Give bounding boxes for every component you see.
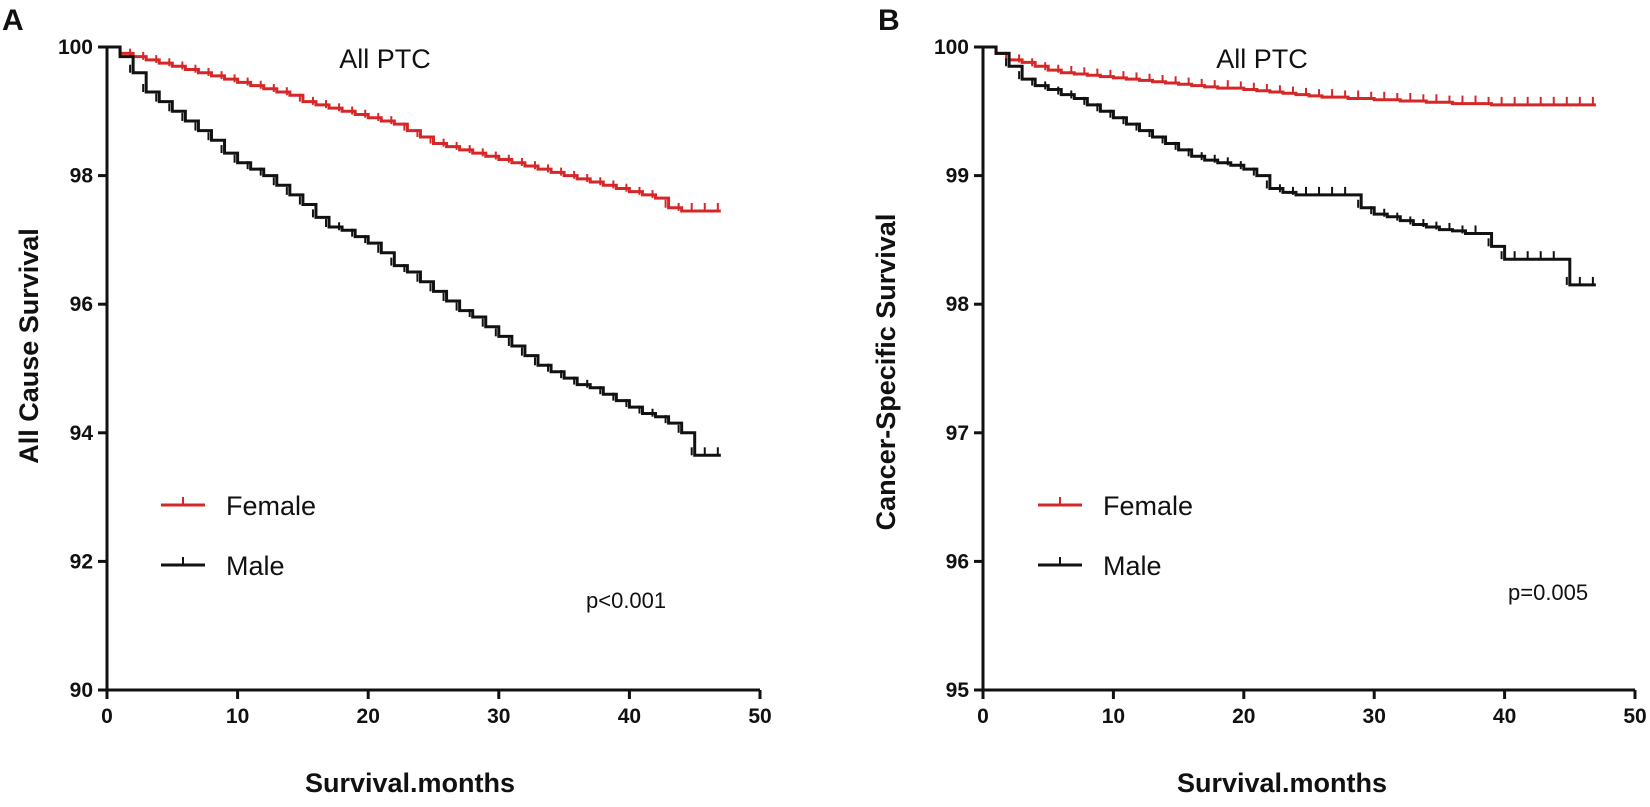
panel-b-axes: 95 96 97 98 99 100 0 10 20 30 40 50 [934,36,1647,728]
x-tick-label: 20 [1232,705,1255,728]
x-tick-label: 10 [1102,705,1125,728]
panel-a-xlabel: Survival.months [305,768,515,798]
panel-b: B All PTC Survival.months Cancer-Specifi… [871,4,1647,798]
panel-b-letter: B [878,4,900,37]
y-tick-label: 96 [70,293,93,316]
legend-female-label: Female [226,491,316,521]
y-tick-label: 96 [946,550,969,573]
y-tick-label: 98 [946,293,970,316]
x-tick-label: 50 [1623,705,1646,728]
survival-curve-female [983,45,1596,107]
y-tick-label: 100 [934,36,969,59]
y-tick-label: 94 [70,422,94,445]
panel-a: A All PTC Survival.months All Cause Surv… [2,4,772,798]
y-tick-label: 98 [70,165,94,188]
panel-b-ylabel: Cancer-Specific Survival [871,214,901,531]
y-tick-label: 100 [58,36,93,59]
y-tick-label: 90 [70,679,93,702]
x-tick-label: 10 [226,705,249,728]
y-tick-label: 99 [946,165,969,188]
x-tick-label: 30 [487,705,510,728]
legend-male-label: Male [1103,551,1162,581]
y-tick-label: 95 [946,679,970,702]
panel-b-curves [983,45,1596,287]
y-tick-label: 97 [946,422,969,445]
x-tick-label: 40 [618,705,641,728]
panel-b-xlabel: Survival.months [1177,768,1387,798]
panel-b-legend: Female Male [1038,491,1193,581]
panel-a-legend: Female Male [161,491,316,581]
x-tick-label: 40 [1493,705,1516,728]
panel-a-letter: A [2,4,24,37]
panel-a-ylabel: All Cause Survival [14,228,44,464]
x-tick-label: 30 [1363,705,1386,728]
legend-male-label: Male [226,551,285,581]
x-tick-label: 50 [748,705,771,728]
x-tick-label: 20 [357,705,380,728]
survival-curve-female [107,45,721,213]
y-tick-label: 92 [70,550,93,573]
panel-b-pvalue: p=0.005 [1508,580,1588,605]
x-tick-label: 0 [977,705,989,728]
panel-b-title: All PTC [1216,44,1308,74]
legend-female-label: Female [1103,491,1193,521]
survival-curve-male [107,45,721,457]
panel-a-axes: 90 92 94 96 98 100 0 10 20 30 40 50 [58,36,772,728]
panel-a-title: All PTC [339,44,431,74]
x-tick-label: 0 [101,705,113,728]
survival-curve-male [983,45,1596,287]
panel-a-curves [107,45,721,457]
panel-a-pvalue: p<0.001 [586,588,666,613]
